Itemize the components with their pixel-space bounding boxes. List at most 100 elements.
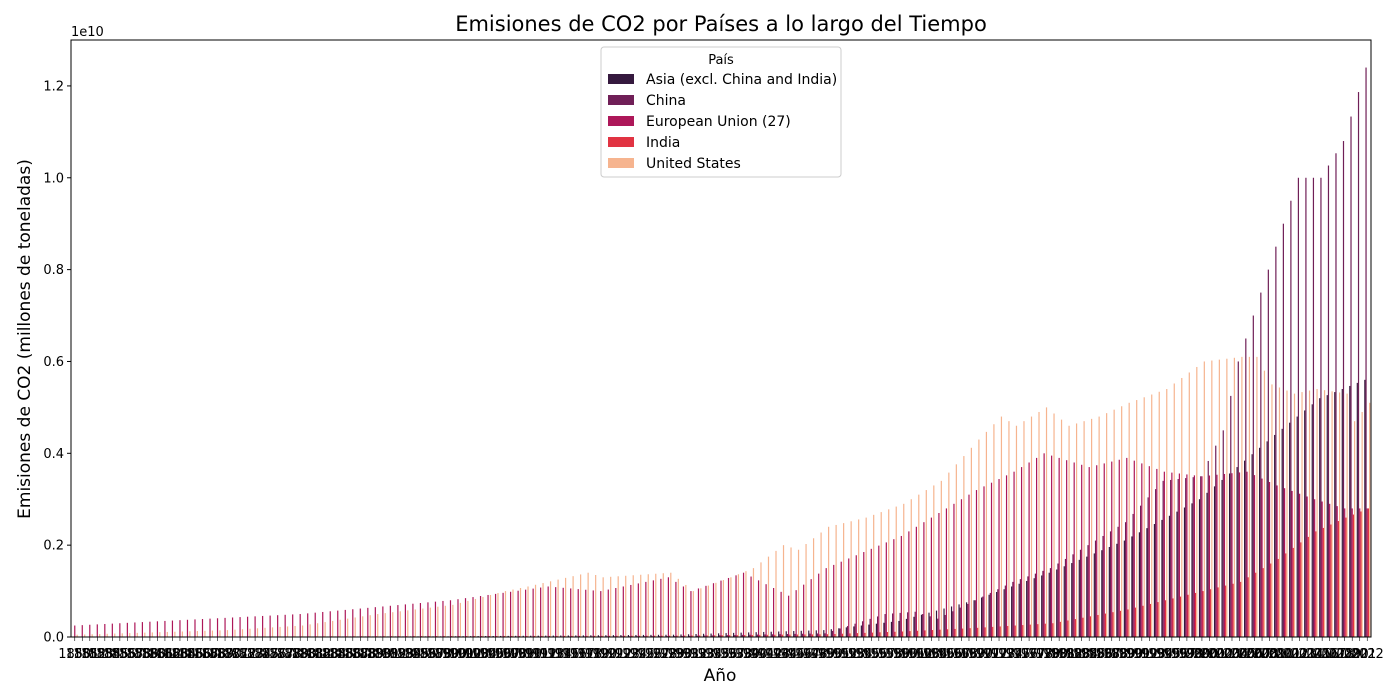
bar-1975-2 <box>1012 581 1014 637</box>
bar-1916-4 <box>571 635 573 637</box>
bar-2018-5 <box>1338 392 1341 637</box>
bar-1968-5 <box>963 456 965 637</box>
bar-2002-4 <box>1217 587 1219 637</box>
bar-1913-1 <box>545 635 547 637</box>
bar-1908-5 <box>512 589 514 637</box>
bar-1946-1 <box>793 631 795 637</box>
x-tick-label: 1990 <box>1110 647 1143 662</box>
bar-2008-5 <box>1263 370 1266 637</box>
bar-1942-5 <box>767 556 770 637</box>
bar-1984-4 <box>1082 617 1084 637</box>
bar-2012-1 <box>1289 422 1291 637</box>
x-tick-label: 1918 <box>569 647 602 662</box>
bar-1960-1 <box>898 620 900 637</box>
bar-1979-1 <box>1041 575 1043 637</box>
bar-1960-3 <box>900 535 902 637</box>
x-tick-label: 1868 <box>193 647 226 662</box>
x-tick-label: 2021 <box>1343 647 1376 662</box>
x-tick-label: 1943 <box>757 647 790 662</box>
bar-1994-1 <box>1153 524 1156 637</box>
bar-1979-2 <box>1042 570 1044 637</box>
x-tick-label: 1992 <box>1125 647 1158 662</box>
bar-1944-5 <box>782 545 785 637</box>
bar-1981-1 <box>1056 569 1058 637</box>
bar-1854-5 <box>106 633 108 637</box>
bar-1914-5 <box>557 579 559 637</box>
bar-1999-1 <box>1191 503 1193 637</box>
bar-1966-2 <box>944 614 946 637</box>
bar-1899-5 <box>444 605 446 637</box>
bar-1948-1 <box>808 630 810 637</box>
x-tick-label: 1958 <box>870 647 903 662</box>
x-tick-label: 2006 <box>1230 647 1263 662</box>
bar-1980-4 <box>1052 623 1054 637</box>
x-tick-label: 1999 <box>1178 647 1211 662</box>
x-tick-label: 1994 <box>1140 647 1173 662</box>
x-tick-label: 1911 <box>517 647 550 662</box>
bar-1932-3 <box>690 591 692 637</box>
bar-1967-3 <box>953 503 955 637</box>
bar-2008-2 <box>1260 292 1262 637</box>
bar-1878-3 <box>284 614 286 637</box>
bar-2011-4 <box>1285 553 1287 637</box>
x-tick-label: 1945 <box>772 647 805 662</box>
bar-2017-4 <box>1330 524 1332 637</box>
x-tick-label: 1923 <box>607 647 640 662</box>
bar-2021-4 <box>1360 511 1362 637</box>
bar-2000-3 <box>1201 476 1203 637</box>
bar-2010-4 <box>1277 558 1279 637</box>
x-tick-label: 1907 <box>487 647 520 662</box>
x-tick-label: 1959 <box>877 647 910 662</box>
bar-1863-5 <box>174 631 176 637</box>
bar-1953-4 <box>849 633 851 637</box>
bar-1893-3 <box>397 605 399 637</box>
bar-1878-5 <box>286 626 289 637</box>
bar-2006-5 <box>1248 356 1251 637</box>
bar-1978-4 <box>1037 624 1039 637</box>
bar-1945-3 <box>788 595 790 637</box>
bar-1983-5 <box>1075 423 1078 637</box>
bar-1880-3 <box>299 614 301 637</box>
bar-1978-1 <box>1033 578 1035 637</box>
bar-1923-3 <box>622 586 624 637</box>
bar-2001-3 <box>1208 475 1211 637</box>
bar-1936-4 <box>721 635 723 637</box>
bar-1990-2 <box>1124 522 1127 637</box>
bar-1875-3 <box>262 615 264 637</box>
bar-1992-5 <box>1143 397 1145 637</box>
bar-1924-3 <box>630 584 632 637</box>
x-tick-label: 1898 <box>419 647 452 662</box>
x-tick-label: 2008 <box>1245 647 1278 662</box>
y-tick-label: 0.6 <box>43 355 64 370</box>
bar-1999-2 <box>1192 477 1194 637</box>
bar-1947-2 <box>801 633 804 637</box>
bar-1889-3 <box>367 607 369 637</box>
bar-1858-3 <box>134 622 136 637</box>
bar-1989-4 <box>1119 610 1122 637</box>
bar-2000-5 <box>1203 361 1205 637</box>
bar-1916-5 <box>572 576 574 637</box>
bar-1954-5 <box>858 519 860 637</box>
bar-1851-3 <box>81 625 83 637</box>
bar-1966-5 <box>948 472 950 637</box>
bar-2007-4 <box>1255 572 1257 637</box>
x-tick-label: 2001 <box>1193 647 1226 662</box>
bar-1959-1 <box>890 621 893 637</box>
bar-1988-1 <box>1108 546 1110 637</box>
bar-2006-3 <box>1246 471 1248 637</box>
bar-2010-2 <box>1275 246 1277 637</box>
x-tick-label: 1877 <box>261 647 294 662</box>
x-tick-label: 1984 <box>1065 647 1098 662</box>
bar-2001-2 <box>1207 460 1209 637</box>
bar-1904-3 <box>479 596 482 637</box>
bar-1925-5 <box>640 574 642 637</box>
bar-1958-5 <box>888 509 890 637</box>
bar-1982-1 <box>1063 566 1065 637</box>
bar-1960-5 <box>903 503 905 637</box>
bar-1957-1 <box>875 623 877 637</box>
bar-1885-3 <box>337 610 339 637</box>
bar-1903-5 <box>474 598 477 637</box>
x-tick-label: 1989 <box>1103 647 1136 662</box>
x-tick-label: 1866 <box>178 647 211 662</box>
bar-2014-3 <box>1306 496 1308 637</box>
